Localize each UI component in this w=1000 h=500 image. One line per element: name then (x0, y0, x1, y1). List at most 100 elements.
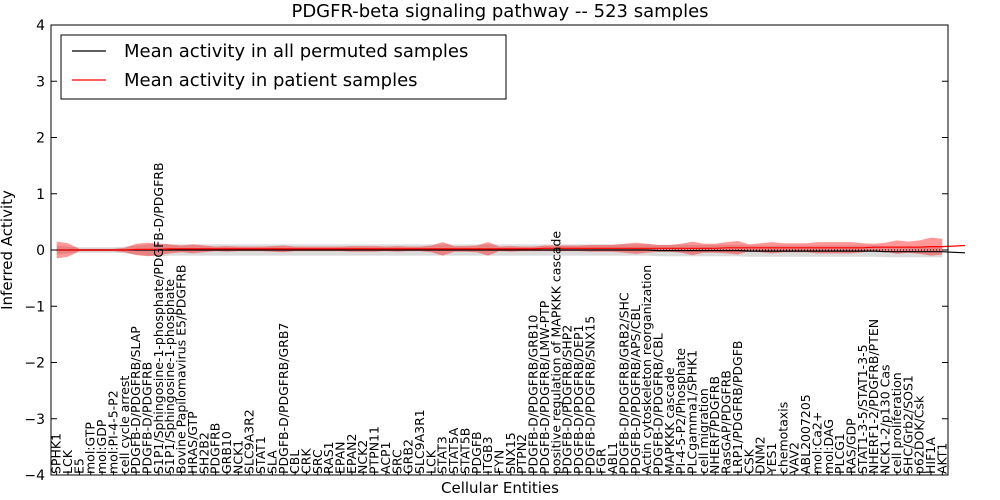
x-tick-label: ABL1 (605, 442, 620, 474)
x-tick-label: PDGFB-D/PDGFRB/GRB10 (526, 315, 541, 474)
x-tick-label: PLCG1 (832, 433, 847, 474)
x-tick-label: PDGFB-D/PDGFRB/GRB2/SHC (616, 292, 631, 474)
x-tick-label: RAS1 (321, 441, 336, 474)
x-tick-label: PDGFB-D/PDGFRB/GRB7 (276, 323, 291, 474)
x-tick-label: SRC (310, 449, 325, 474)
x-tick-label: SNX15 (503, 432, 518, 474)
x-tick-label: VAV2 (787, 442, 802, 474)
x-tick-label: SLC9A3R1 (412, 409, 427, 474)
y-tick-label: 1 (36, 187, 45, 203)
series-line-permuted (56, 249, 966, 254)
x-tick-label: PTPN11 (367, 426, 382, 474)
y-tick-label: −3 (24, 412, 45, 428)
x-tick-label: ACP1 (378, 441, 393, 474)
x-tick-label: GRB2 (401, 439, 416, 474)
y-tick-label: −2 (24, 356, 45, 372)
x-tick-label: FGR (594, 448, 609, 474)
series-line-patient (56, 244, 966, 251)
y-tick-label: 2 (36, 131, 45, 147)
y-tick-label: −4 (24, 468, 45, 484)
series-lines (56, 244, 966, 254)
x-tick-label: PDGFB-D/PDGFRB/LMW-PTP (537, 300, 552, 474)
x-tick-label: PLCgamma1/SPHK1 (685, 350, 700, 474)
x-tick-label: SLA (264, 450, 279, 474)
x-tick-label: PDGFB-D/PDGFRB/DEP1 (571, 325, 586, 475)
x-tick-label: STAT5A (446, 427, 461, 474)
x-tick-label: cell proliferation (889, 372, 904, 474)
x-tick-label: SH2B2 (196, 432, 211, 474)
x-tick-label: GRB10 (219, 431, 234, 474)
y-tick-label: 3 (36, 74, 45, 90)
x-tick-label: AKT1 (934, 443, 949, 474)
x-tick-label: PTPN2 (514, 434, 529, 474)
y-tick-labels: −4 −3 −2 −1 0 1 2 3 4 (24, 18, 45, 484)
x-tick-label: PDGFB-D/PDGFRB/APS/CBL (628, 305, 643, 474)
x-tick-label: STAT5B (457, 428, 472, 474)
x-tick-label: SHC/Grb2/SOS1 (900, 375, 915, 474)
x-tick-label: ABL2007205 (798, 394, 813, 474)
x-tick-label: mol:DAG (821, 419, 836, 474)
x-tick-label: EPAN (333, 441, 348, 474)
legend: Mean activity in all permuted samples Me… (60, 34, 507, 100)
x-tick-label: PDGFB-D/PDGFRB/SLAP (128, 326, 143, 474)
x-tick-label: LRP1/PDGFRB/PDGFB (730, 341, 745, 474)
x-tick-label: cell cycle arrest (117, 376, 132, 474)
plot-frame (50, 24, 949, 476)
x-tick-label: RAS/GDP (844, 418, 859, 474)
x-tick-label: cell migration (696, 388, 711, 474)
x-tick-label: HRAS/GTP (185, 411, 200, 474)
x-tick-label: STAT1-3-5/STAT1-3-5 (855, 344, 870, 474)
x-tick-label: SLC9A3R2 (242, 409, 257, 474)
x-tick-label: NHERF1-2/PDGFRB/PTEN (866, 319, 881, 474)
x-tick-label: S1P1/Sphingosine-1-phosphate/PDGFB-D/PDG… (151, 162, 166, 474)
x-tick-label: EPAN2 (344, 434, 359, 475)
y-axis-label: Inferred Activity (0, 190, 16, 310)
x-tick-label: MAPKKK cascade (662, 367, 677, 474)
x-tick-label: PDGFB-D/PDGFRB (140, 362, 155, 474)
x-tick-label: Actin cytoskeleton reorganization (639, 265, 654, 474)
x-tick-label: mol:PI-4-5-P2 (105, 390, 120, 474)
x-tick-label: NHERF/PDGFRB (707, 376, 722, 474)
x-tick-label: PDGFB-D/PDGFRB/SNX15 (582, 316, 597, 474)
x-tick-label: HIF1A (923, 437, 938, 474)
x-tick-label: STAT1 (253, 436, 268, 474)
y-tick-label: 0 (36, 243, 45, 259)
x-tick-label: NCK1 (230, 440, 245, 474)
x-tick-label: YES1 (764, 443, 779, 475)
legend-label-permuted: Mean activity in all permuted samples (124, 41, 468, 62)
x-tick-label: CSK (741, 448, 756, 474)
x-tick-label: PI-4-5-P2/Phosphate (673, 348, 688, 474)
x-tick-label: PDGFB-D/PDGFRB/CBL (651, 333, 666, 474)
x-tick-label: PDGFRB (208, 423, 223, 474)
legend-label-patient: Mean activity in patient samples (124, 70, 418, 91)
x-tick-label: mol:GTP (83, 422, 98, 474)
chart-title: PDGFR-beta signaling pathway -- 523 samp… (291, 1, 708, 22)
x-tick-label: LCK (60, 449, 75, 474)
x-tick-label: PDGFB-D/PDGFRB/SHP2 (560, 325, 575, 474)
x-tick-label: STAT3 (435, 436, 450, 474)
x-tick-label: CBL (287, 450, 302, 474)
y-tick-label: 4 (36, 18, 45, 34)
y-tick-label: −1 (24, 299, 45, 315)
legend-box (60, 34, 507, 100)
patient-band (56, 237, 943, 259)
x-tick-label: LCK (423, 449, 438, 474)
x-tick-label: FYN (492, 450, 507, 474)
x-tick-label: DNM2 (753, 436, 768, 474)
x-tick-label: E5 (71, 458, 86, 474)
x-axis-label: Cellular Entities (441, 479, 559, 497)
x-tick-label: NCK1-2/p130 Cas (878, 364, 893, 474)
x-tick-label: mol:GDP (94, 419, 109, 474)
x-tick-label: SPHK1 (49, 433, 64, 474)
x-tick-label: S1P1/Sphingosine-1-phosphate (162, 279, 177, 474)
x-tick-label: RasGAP/PDGFRB (719, 370, 734, 474)
x-tick-label: CRK (299, 448, 314, 474)
x-tick-label: p62DOK/Csk (912, 395, 927, 474)
x-tick-label: chemotaxis (775, 402, 790, 474)
x-tick-label: Bovine Papilomavirus E5/PDGFRB (174, 265, 189, 474)
x-tick-label: PDGFB (469, 431, 484, 474)
x-tick-label: NCK2 (355, 440, 370, 474)
x-tick-label: ITGB3 (480, 436, 495, 474)
x-tick-label: mol:Ca2+ (809, 412, 824, 474)
